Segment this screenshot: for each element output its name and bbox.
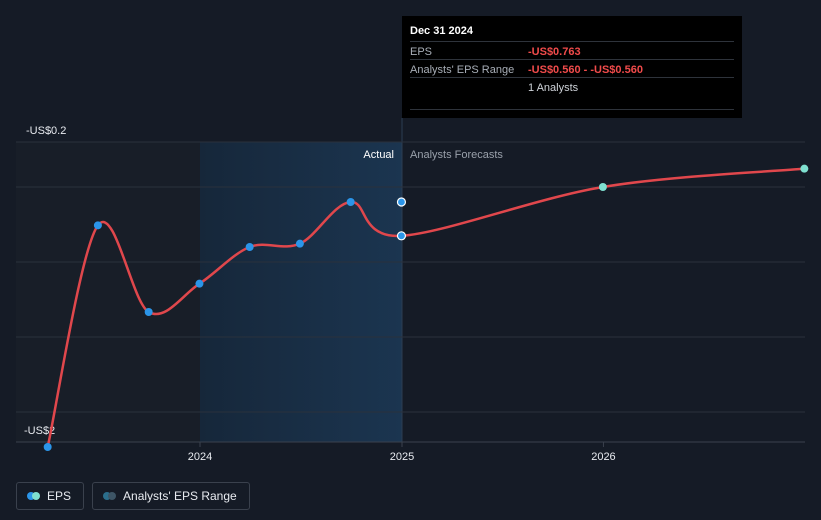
range-legend-icon xyxy=(103,492,117,500)
forecast-point[interactable] xyxy=(598,183,607,191)
legend: EPS Analysts' EPS Range xyxy=(16,482,250,510)
tooltip: Dec 31 2024 EPS -US$0.763 Analysts' EPS … xyxy=(402,16,742,118)
eps-legend-icon xyxy=(27,492,41,500)
tooltip-row-range: Analysts' EPS Range -US$0.560 - -US$0.56… xyxy=(410,59,734,78)
eps-point[interactable] xyxy=(295,239,304,248)
legend-item-range[interactable]: Analysts' EPS Range xyxy=(92,482,250,510)
tooltip-row-eps: EPS -US$0.763 xyxy=(410,41,734,60)
x-axis-ticks: 2024 2025 2026 xyxy=(188,442,616,463)
tooltip-value: 1 Analysts xyxy=(528,82,579,94)
x-tick-label: 2024 xyxy=(188,451,212,463)
tooltip-value: -US$0.763 xyxy=(528,46,581,58)
x-tick-label: 2026 xyxy=(591,451,615,463)
legend-item-eps[interactable]: EPS xyxy=(16,482,85,510)
tooltip-key: Analysts' EPS Range xyxy=(410,64,515,76)
actual-label: Actual xyxy=(363,149,394,161)
x-tick-label: 2025 xyxy=(390,451,414,463)
y-axis-bottom-label: -US$2 xyxy=(24,425,55,437)
forecast-point[interactable] xyxy=(800,164,809,173)
eps-line xyxy=(46,167,805,448)
past-band xyxy=(16,142,200,442)
legend-label: Analysts' EPS Range xyxy=(123,489,237,503)
eps-point[interactable] xyxy=(93,221,102,230)
eps-point[interactable] xyxy=(245,243,254,251)
range-point[interactable] xyxy=(396,197,407,207)
eps-point[interactable] xyxy=(195,279,204,288)
tooltip-key: EPS xyxy=(410,46,433,58)
highlight-band xyxy=(200,142,402,442)
eps-point[interactable] xyxy=(43,443,52,451)
eps-points xyxy=(43,164,809,451)
legend-label: EPS xyxy=(47,489,72,503)
tooltip-row-analysts: 1 Analysts xyxy=(410,77,734,110)
eps-point[interactable] xyxy=(144,308,153,316)
y-axis-top-label: -US$0.2 xyxy=(26,125,66,137)
tooltip-date: Dec 31 2024 xyxy=(410,25,473,37)
eps-chart: -US$0.2 -US$2 Actual Analysts Forecasts … xyxy=(16,118,809,463)
forecast-label: Analysts Forecasts xyxy=(410,149,503,161)
eps-point-latest[interactable] xyxy=(396,231,407,241)
tooltip-value: -US$0.560 - -US$0.560 xyxy=(528,64,643,76)
eps-point[interactable] xyxy=(346,198,355,206)
grid-lines xyxy=(16,141,805,443)
